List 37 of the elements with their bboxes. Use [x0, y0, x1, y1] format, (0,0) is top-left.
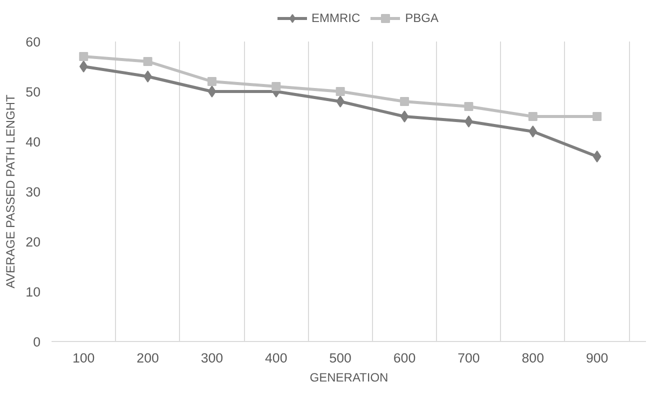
x-tick-label: 400: [265, 350, 288, 366]
y-axis-title: AVERAGE PASSED PATH LENGHT: [4, 94, 18, 288]
point: [400, 97, 410, 106]
legend-label: PBGA: [405, 11, 439, 25]
point: [464, 116, 473, 128]
x-axis-title: GENERATION: [310, 370, 388, 384]
point: [79, 60, 88, 72]
point: [336, 87, 345, 96]
point: [336, 96, 344, 108]
point: [464, 102, 474, 111]
y-tick-label: 50: [26, 84, 41, 100]
x-tick-label: 200: [136, 350, 159, 366]
point: [528, 112, 538, 121]
point: [272, 82, 281, 91]
point: [79, 52, 88, 61]
point: [207, 77, 216, 86]
y-tick-label: 0: [33, 334, 41, 350]
point: [143, 57, 152, 66]
x-tick-label: 100: [72, 350, 95, 366]
x-tick-label: 900: [586, 350, 608, 366]
legend-label: EMMRIC: [311, 11, 360, 25]
x-tick-label: 500: [329, 350, 352, 366]
x-tick-label: 300: [200, 350, 224, 366]
point: [144, 70, 152, 82]
y-tick-label: 30: [26, 184, 41, 200]
point: [592, 150, 602, 162]
point: [208, 86, 216, 98]
x-tick-label: 600: [393, 350, 416, 366]
x-tick-label: 700: [458, 350, 480, 366]
point: [400, 110, 409, 122]
x-tick-label: 800: [522, 350, 544, 366]
point: [592, 112, 602, 121]
point: [528, 126, 538, 138]
y-tick-label: 10: [26, 284, 41, 300]
y-tick-label: 60: [26, 34, 41, 50]
y-tick-label: 20: [26, 234, 41, 250]
y-tick-label: 40: [26, 134, 41, 150]
